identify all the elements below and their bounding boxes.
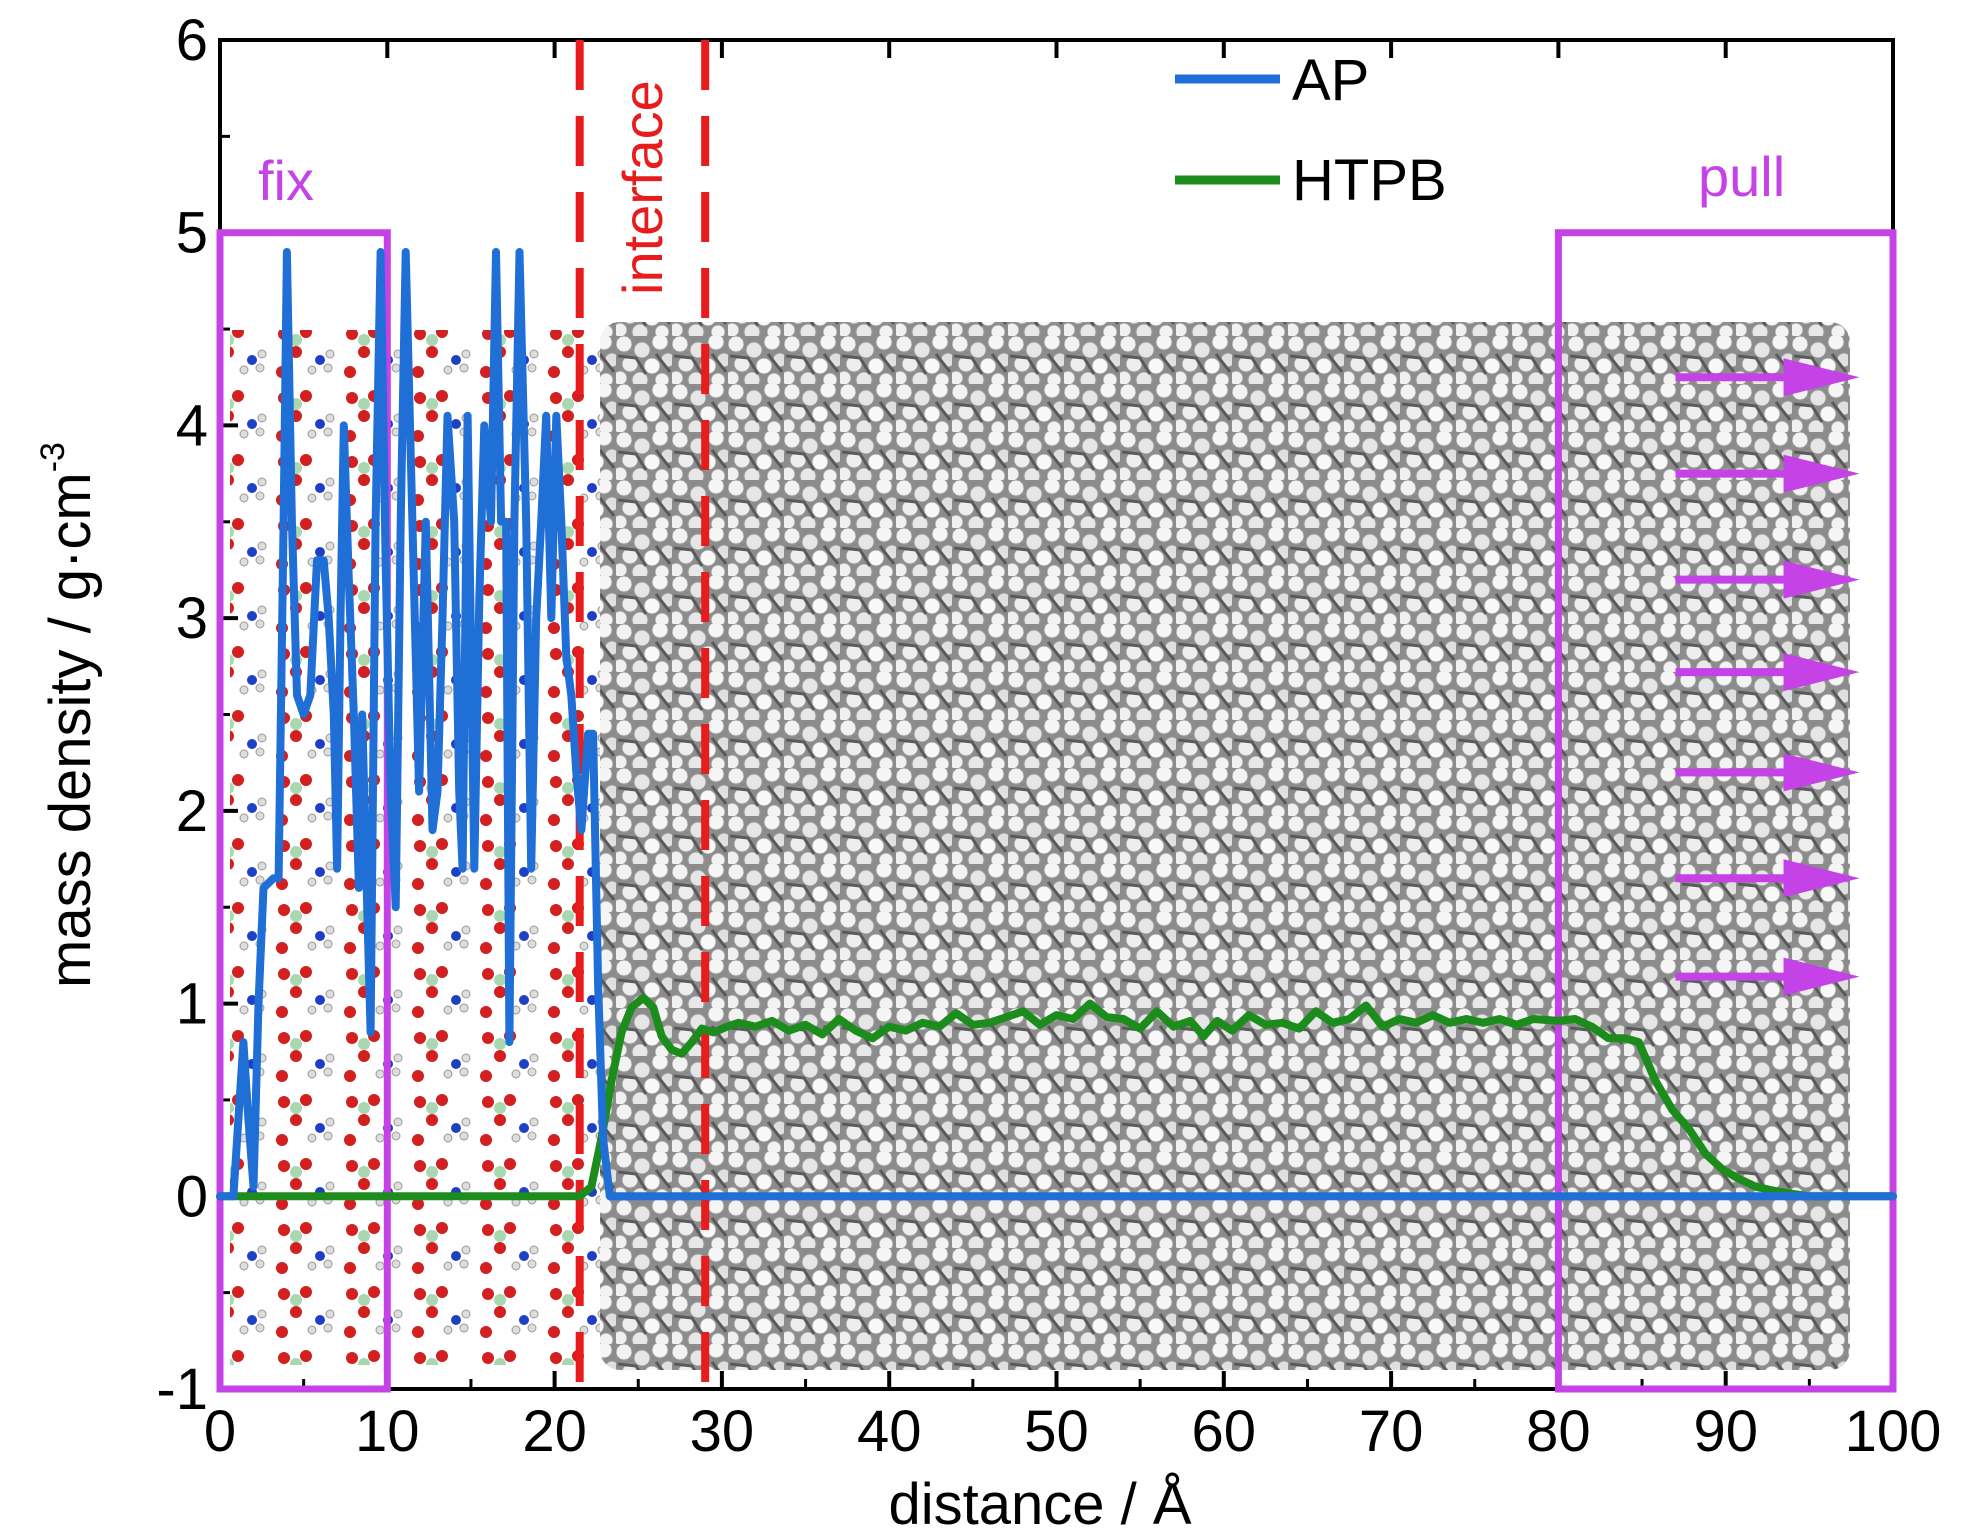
y-tick-label: 5 xyxy=(176,201,208,266)
x-tick-label: 80 xyxy=(1526,1399,1591,1464)
x-tick-label: 70 xyxy=(1359,1399,1424,1464)
fix-label: fix xyxy=(258,149,314,212)
y-tick-label: 1 xyxy=(176,972,208,1037)
pull-arrow-head xyxy=(1783,653,1860,692)
x-tick-label: 10 xyxy=(355,1399,420,1464)
x-tick-label: 0 xyxy=(204,1399,236,1464)
pull-label: pull xyxy=(1698,145,1785,208)
x-tick-label: 90 xyxy=(1693,1399,1758,1464)
x-tick-label: 50 xyxy=(1024,1399,1089,1464)
pull-arrow-head xyxy=(1783,957,1860,996)
pull-arrow-head xyxy=(1783,454,1860,493)
pull-arrow-head xyxy=(1783,358,1860,397)
x-tick-label: 30 xyxy=(690,1399,755,1464)
series-line-htpb xyxy=(216,993,1897,1201)
pull-box xyxy=(1554,229,1897,1393)
svg-text:mass density / g·cm-3: mass density / g·cm-3 xyxy=(34,442,103,988)
y-axis-title-superscript: -3 xyxy=(34,442,72,472)
fix-box xyxy=(216,229,391,1393)
x-axis-title: distance / Å xyxy=(888,1472,1191,1535)
legend: AP HTPB xyxy=(1175,48,1447,213)
legend-label-htpb: HTPB xyxy=(1292,148,1447,213)
annotation-regions xyxy=(216,40,1897,1393)
y-axis-title: mass density / g·cm xyxy=(38,472,103,988)
pull-arrow-head xyxy=(1783,560,1860,599)
interface-label: interface xyxy=(611,80,674,295)
y-tick-label: 3 xyxy=(176,586,208,651)
x-tick-label: 20 xyxy=(522,1399,587,1464)
y-tick-label: 4 xyxy=(176,393,208,458)
y-tick-label: 2 xyxy=(176,779,208,844)
y-axis-title-group: mass density / g·cm-3 xyxy=(34,442,103,988)
pull-arrows xyxy=(1675,358,1860,996)
series-layer xyxy=(216,248,1897,1201)
x-tick-label: 40 xyxy=(857,1399,922,1464)
series-line-ap xyxy=(216,248,1897,1201)
polymer-region xyxy=(600,322,1850,1370)
y-tick-label: 0 xyxy=(176,1164,208,1229)
y-tick-label: -1 xyxy=(156,1357,208,1422)
pull-arrow-head xyxy=(1783,859,1860,898)
legend-label-ap: AP xyxy=(1292,48,1369,113)
y-tick-label: 6 xyxy=(176,8,208,73)
x-tick-label: 100 xyxy=(1845,1399,1942,1464)
pull-arrow-head xyxy=(1783,753,1860,792)
x-tick-label: 60 xyxy=(1192,1399,1257,1464)
